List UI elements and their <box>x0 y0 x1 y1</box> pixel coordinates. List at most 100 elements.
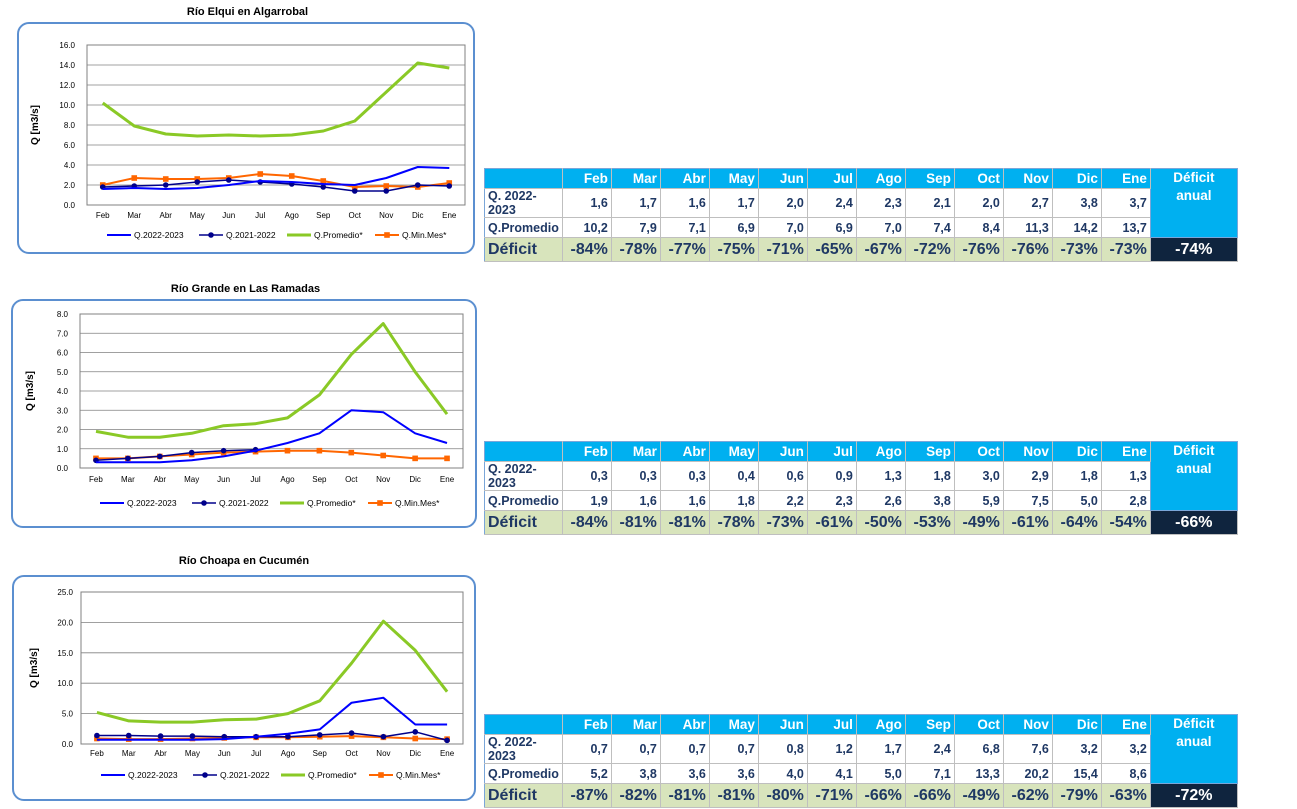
annual-label-line2: anual <box>1176 461 1212 476</box>
data-point <box>412 455 418 462</box>
y-tick-label: 7.0 <box>57 329 69 338</box>
table-cell: 3,8 <box>905 490 955 511</box>
table-cell: 0,3 <box>611 461 661 491</box>
deficit-cell: -77% <box>660 237 710 262</box>
legend-marker <box>384 232 390 238</box>
x-tick-label: Ago <box>285 211 300 220</box>
month-header: Abr <box>660 714 710 735</box>
data-point <box>94 735 100 742</box>
data-point <box>125 455 131 462</box>
deficit-cell: -61% <box>807 510 857 535</box>
table-cell: 2,6 <box>856 490 906 511</box>
table-cell: 13,3 <box>954 763 1004 784</box>
y-tick-label: 2.0 <box>57 426 69 435</box>
data-point <box>131 175 138 181</box>
summary-table: Feb Mar Abr May Jun Jul Ago Sep Oct Nov Dic Ene Défi… <box>484 441 1238 535</box>
month-header: Ago <box>856 714 906 735</box>
legend-label: Q.2021-2022 <box>226 230 276 240</box>
station-block-choapa: Río Choapa en Cucumén 0.0 5.0 10.0 15.0 20.0… <box>0 544 1297 809</box>
deficit-cell: -62% <box>1003 783 1053 808</box>
row-label: Q.Promedio <box>484 763 563 784</box>
table-cell: 7,1 <box>660 217 710 238</box>
deficit-row: Déficit -84% -78% -77% -75% -71% -65% -67% -72% -… <box>484 237 1238 262</box>
table-cell: 3,7 <box>1101 188 1151 218</box>
y-tick-label: 8.0 <box>64 121 76 130</box>
table-cell: 2,8 <box>1101 490 1151 511</box>
deficit-cell: -81% <box>611 510 661 535</box>
x-tick-label: Jun <box>222 211 235 220</box>
data-point <box>380 733 387 740</box>
q2122-line <box>96 731 448 742</box>
q2223-row: Q. 2022-2023 0,3 0,3 0,3 0,4 0,6 0,9 1,3 1,8 3,0 2… <box>484 461 1238 491</box>
deficit-cell: -76% <box>1003 237 1053 262</box>
data-point <box>380 452 387 459</box>
q2223-row: Q. 2022-2023 0,7 0,7 0,7 0,7 0,8 1,2 1,7 2,4 6,8 7… <box>484 734 1238 764</box>
promedio-line <box>95 322 449 439</box>
legend-label: Q.Min.Mes* <box>395 498 440 508</box>
deficit-cell: -66% <box>856 783 906 808</box>
legend-label: Q.Promedio* <box>308 770 357 780</box>
data-point <box>320 184 327 190</box>
station-block-grande: Río Grande en Las Ramadas 0.0 1.0 2.0 3.0 4.… <box>0 272 1297 537</box>
table-cell: 0,3 <box>660 461 710 491</box>
month-header: Nov <box>1003 441 1053 462</box>
annual-deficit-value: -66% <box>1150 510 1238 535</box>
table-cell: 3,2 <box>1101 734 1151 764</box>
y-axis-label: Q [m3/s] <box>29 648 40 688</box>
x-tick-label: Dic <box>412 211 424 220</box>
deficit-cell: -54% <box>1101 510 1151 535</box>
table-cell: 1,9 <box>562 490 612 511</box>
data-point <box>351 188 358 194</box>
table-cell: 3,8 <box>1052 188 1102 218</box>
chart-title: Río Choapa en Cucumén <box>178 555 310 567</box>
promedio-row: Q.Promedio 1,9 1,6 1,6 1,8 2,2 2,3 2,6 3,8 5,9 7,5… <box>484 490 1238 511</box>
table-cell: 1,7 <box>856 734 906 764</box>
deficit-cell: -81% <box>709 783 759 808</box>
x-tick-label: Mar <box>121 475 135 484</box>
discharge-chart: 0.0 5.0 10.0 15.0 20.0 25.0 Feb Mar Abr May Jun Jul… <box>29 588 464 780</box>
annual-deficit-value: -72% <box>1150 783 1238 808</box>
month-header: Jul <box>807 168 857 189</box>
deficit-cell: -79% <box>1052 783 1102 808</box>
x-tick-label: Oct <box>345 749 358 758</box>
legend-label: Q.Promedio* <box>307 498 356 508</box>
table-cell: 2,4 <box>807 188 857 218</box>
annual-deficit-label: Déficit anual <box>1149 168 1238 238</box>
data-point <box>348 733 355 739</box>
y-tick-label: 2.0 <box>64 181 76 190</box>
data-point <box>288 173 295 179</box>
month-header: Sep <box>905 441 955 462</box>
deficit-cell: -78% <box>611 237 661 262</box>
x-tick-label: Nov <box>376 475 390 484</box>
deficit-cell: -84% <box>562 237 612 262</box>
y-tick-label: 4.0 <box>64 161 76 170</box>
x-tick-label: Ago <box>280 475 295 484</box>
table-cell: 5,9 <box>954 490 1004 511</box>
row-label: Q. 2022-2023 <box>484 734 563 764</box>
table-cell: 6,9 <box>807 217 857 238</box>
month-header: Sep <box>905 714 955 735</box>
month-header: Mar <box>611 714 661 735</box>
table-cell: 0,7 <box>660 734 710 764</box>
data-point <box>316 447 323 454</box>
data-point <box>220 447 227 454</box>
legend-label: Q.2022-2023 <box>128 770 178 780</box>
y-tick-label: 6.0 <box>57 349 69 358</box>
table-cell: 1,6 <box>611 490 661 511</box>
minmes-line <box>102 173 450 188</box>
table-cell: 3,0 <box>954 461 1004 491</box>
table-cell: 2,9 <box>1003 461 1053 491</box>
table-cell: 1,8 <box>1052 461 1102 491</box>
table-cell: 11,3 <box>1003 217 1053 238</box>
table-cell: 14,2 <box>1052 217 1102 238</box>
data-point <box>412 729 419 735</box>
x-tick-label: Feb <box>89 475 103 484</box>
y-tick-label: 16.0 <box>59 41 75 50</box>
x-tick-label: Oct <box>345 475 358 484</box>
month-header: Jun <box>758 168 808 189</box>
deficit-cell: -81% <box>660 783 710 808</box>
row-label: Déficit <box>484 783 563 808</box>
data-point <box>348 449 355 456</box>
table-cell: 7,9 <box>611 217 661 238</box>
month-header: Abr <box>660 168 710 189</box>
